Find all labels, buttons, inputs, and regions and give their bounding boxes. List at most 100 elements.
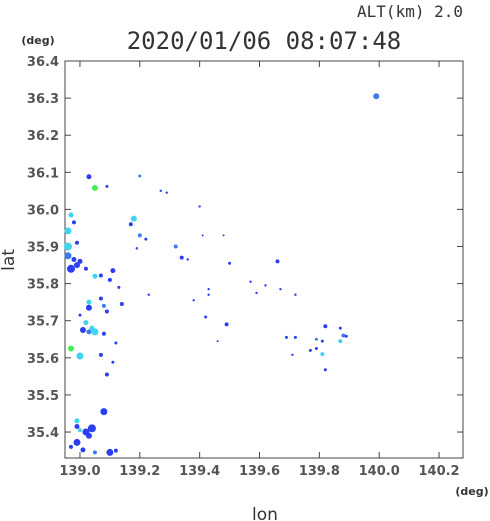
data-point (320, 352, 325, 357)
data-point (98, 296, 103, 301)
data-point (249, 280, 252, 283)
data-point (186, 258, 189, 261)
y-unit-label: (deg) (21, 34, 54, 47)
y-tick-label: 35.7 (27, 315, 59, 330)
y-tick-label: 35.6 (27, 352, 59, 367)
data-point (87, 424, 96, 433)
data-point (114, 341, 118, 345)
data-point (294, 293, 297, 296)
data-point (68, 444, 73, 449)
data-point (173, 244, 178, 249)
data-point (74, 423, 80, 429)
data-point (291, 353, 294, 357)
data-point (64, 227, 72, 235)
x-tick-label: 140.0 (359, 464, 400, 479)
data-point (76, 352, 84, 360)
data-point (128, 222, 133, 227)
data-point (104, 309, 109, 314)
y-tick-label: 35.9 (27, 241, 59, 256)
data-point (279, 287, 282, 291)
data-point (77, 258, 83, 264)
data-point (373, 93, 380, 100)
data-point (314, 337, 318, 341)
data-point (73, 438, 81, 446)
data-point (74, 240, 79, 245)
data-point (117, 285, 121, 289)
data-point (207, 287, 210, 291)
data-point (86, 174, 92, 180)
data-point (83, 320, 89, 326)
plot-frame (64, 60, 464, 459)
data-point (323, 368, 327, 372)
data-point (91, 328, 99, 336)
data-point (79, 326, 86, 333)
x-tick-label: 139.2 (119, 464, 160, 479)
data-point (344, 334, 348, 338)
data-point (119, 302, 124, 307)
data-point (137, 233, 142, 238)
data-point (216, 340, 219, 343)
data-point (179, 255, 184, 260)
data-point (222, 234, 225, 237)
data-point (107, 277, 112, 282)
data-point (100, 408, 108, 416)
data-point (98, 352, 103, 357)
x-axis-title: lon (252, 505, 278, 521)
x-tick-label: 140.2 (418, 464, 459, 479)
data-point (111, 360, 115, 364)
data-point (106, 448, 114, 456)
data-point (228, 261, 232, 265)
data-point (92, 273, 98, 279)
data-point (165, 191, 168, 194)
y-tick-label: 35.8 (27, 278, 59, 293)
data-point (85, 432, 92, 439)
chart-subtitle: ALT(km) 2.0 (357, 2, 463, 21)
x-tick-label: 139.4 (179, 464, 220, 479)
data-point (83, 266, 88, 271)
data-point (104, 372, 109, 377)
y-tick-label: 36.3 (27, 92, 59, 107)
data-point (105, 184, 109, 188)
data-point (64, 252, 72, 260)
y-tick-label: 35.4 (27, 426, 59, 441)
data-point (80, 447, 86, 453)
data-point (71, 220, 76, 225)
data-point (91, 184, 98, 191)
data-point (101, 331, 106, 336)
data-point (201, 234, 204, 237)
data-point (293, 335, 297, 339)
data-point (86, 329, 92, 335)
data-point (63, 242, 72, 251)
data-point (66, 264, 75, 273)
data-point (341, 333, 346, 338)
y-axis-title: lat (0, 249, 19, 271)
y-tick-label: 36.1 (27, 166, 59, 181)
data-point (320, 339, 324, 343)
data-point (147, 293, 150, 296)
data-point (135, 247, 139, 250)
x-tick-label: 139.0 (59, 464, 100, 479)
x-tick-label: 139.6 (239, 464, 280, 479)
y-tick-label: 36.0 (27, 203, 59, 218)
data-point (130, 215, 137, 222)
data-point (101, 303, 106, 308)
data-point (71, 257, 77, 262)
data-point (144, 237, 148, 241)
data-point (204, 315, 208, 319)
data-point (224, 322, 229, 327)
data-point (77, 428, 82, 433)
data-point (308, 348, 312, 352)
data-point (159, 189, 162, 193)
data-point (110, 268, 116, 274)
y-tick-label: 35.5 (27, 389, 59, 404)
data-point (68, 212, 74, 218)
data-point (78, 313, 82, 317)
data-point (323, 324, 328, 329)
data-point (192, 299, 195, 302)
data-point (338, 339, 343, 344)
data-point (264, 284, 267, 287)
x-unit-label: (deg) (455, 485, 488, 498)
data-point (207, 293, 210, 296)
y-tick-label: 36.2 (27, 129, 59, 144)
